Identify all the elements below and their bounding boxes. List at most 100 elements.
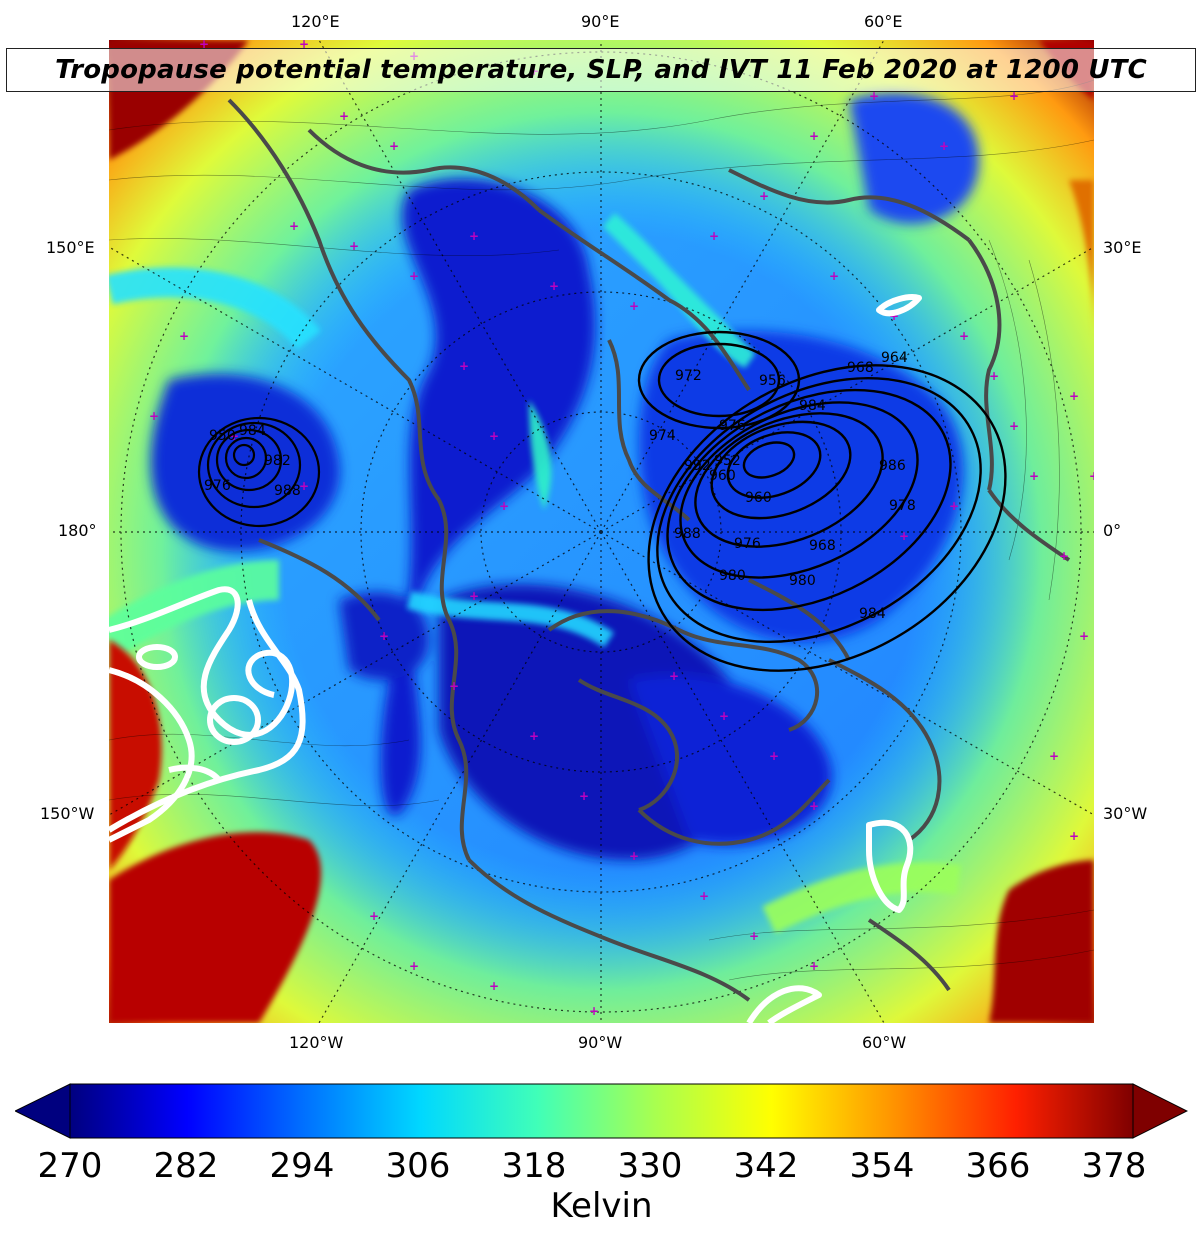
slp-label: 982	[264, 453, 291, 469]
colorbar-tick: 354	[849, 1146, 915, 1186]
slp-label: 980	[789, 573, 816, 589]
svg-text:+: +	[299, 479, 309, 493]
svg-text:+: +	[889, 309, 899, 323]
colorbar-tick: 294	[269, 1146, 335, 1186]
svg-text:+: +	[1089, 469, 1094, 483]
svg-text:+: +	[1079, 629, 1089, 643]
top-lon-label: 60°E	[864, 12, 903, 31]
svg-text:+: +	[1049, 749, 1059, 763]
svg-text:+: +	[869, 89, 879, 103]
svg-text:+: +	[809, 959, 819, 973]
svg-text:+: +	[529, 729, 539, 743]
svg-text:+: +	[709, 229, 719, 243]
slp-label: 984	[239, 423, 266, 439]
slp-contours-pacific-low	[197, 416, 321, 528]
svg-text:+: +	[349, 239, 359, 253]
svg-text:+: +	[579, 789, 589, 803]
slp-label: 952	[714, 453, 741, 469]
top-lon-label: 120°E	[291, 12, 340, 31]
slp-label: 972	[675, 368, 702, 384]
svg-text:+: +	[379, 629, 389, 643]
bottom-lon-label: 120°W	[289, 1033, 344, 1052]
colorbar-tick: 306	[385, 1146, 451, 1186]
svg-text:+: +	[629, 299, 639, 313]
svg-text:+: +	[759, 189, 769, 203]
svg-text:+: +	[769, 749, 779, 763]
right-lat-label: 0°	[1103, 521, 1122, 540]
right-lat-label: 30°E	[1103, 238, 1142, 257]
svg-text:+: +	[1009, 419, 1019, 433]
svg-text:+: +	[149, 409, 159, 423]
map-title: Tropopause potential temperature, SLP, a…	[55, 55, 1147, 85]
slp-label: 986	[879, 458, 906, 474]
svg-text:+: +	[809, 799, 819, 813]
slp-label: 960	[745, 490, 772, 506]
slp-label: 992	[684, 458, 711, 474]
left-lat-label: 150°E	[46, 238, 95, 257]
slp-label: 964	[881, 350, 908, 366]
svg-text:+: +	[629, 849, 639, 863]
svg-text:+: +	[199, 40, 209, 51]
coastlines	[227, 98, 1071, 1002]
ivt-contours	[109, 294, 922, 1023]
svg-text:+: +	[1059, 549, 1069, 563]
svg-text:+: +	[1069, 829, 1079, 843]
svg-text:+: +	[389, 139, 399, 153]
station-markers: + + ++ ++ ++ ++ ++ ++ ++ ++ ++ ++ ++ ++ ++ ++ ++ …	[149, 40, 1094, 1018]
svg-text:+: +	[949, 499, 959, 513]
bottom-lon-label: 90°W	[578, 1033, 623, 1052]
svg-text:+: +	[1029, 469, 1039, 483]
colorbar-tick: 270	[37, 1146, 103, 1186]
map-panel: + + + + + + + + + + + + + + + + + + + + + + + + + + + + + + + + …	[109, 40, 1094, 1023]
svg-text:+: +	[449, 679, 459, 693]
svg-text:+: +	[669, 669, 679, 683]
svg-text:+: +	[409, 269, 419, 283]
slp-label: 974	[649, 428, 676, 444]
svg-text:+: +	[989, 369, 999, 383]
graticule	[109, 40, 1094, 1023]
colorbar	[15, 1083, 1188, 1139]
slp-label: 980	[719, 568, 746, 584]
svg-text:+: +	[719, 709, 729, 723]
slp-label: 968	[847, 360, 874, 376]
slp-label: 984	[859, 606, 886, 622]
right-lat-label: 30°W	[1103, 804, 1148, 823]
colorbar-gradient	[69, 1083, 1134, 1139]
svg-text:+: +	[959, 329, 969, 343]
svg-text:+: +	[469, 589, 479, 603]
colorbar-tick: 366	[965, 1146, 1031, 1186]
colorbar-tick: 378	[1081, 1146, 1147, 1186]
svg-text:+: +	[499, 499, 509, 513]
slp-label: 976	[734, 536, 761, 552]
svg-text:+: +	[339, 109, 349, 123]
svg-text:+: +	[699, 889, 709, 903]
colorbar-label: Kelvin	[550, 1186, 653, 1226]
svg-text:+: +	[409, 959, 419, 973]
svg-text:+: +	[1009, 89, 1019, 103]
colorbar-high-extend	[1132, 1083, 1188, 1139]
colorbar-low-extend	[15, 1083, 71, 1139]
svg-text:+: +	[229, 429, 239, 443]
slp-label: 984	[799, 398, 826, 414]
svg-text:+: +	[179, 329, 189, 343]
slp-label: 988	[274, 483, 301, 499]
svg-text:+: +	[459, 359, 469, 373]
colorbar-tick: 282	[153, 1146, 219, 1186]
cold-air-regions	[150, 92, 979, 860]
colorbar-tick: 342	[733, 1146, 799, 1186]
slp-label: 956	[759, 373, 786, 389]
left-lat-label: 150°W	[40, 804, 95, 823]
bottom-lon-label: 60°W	[862, 1033, 907, 1052]
colorbar-tick: 330	[617, 1146, 683, 1186]
svg-text:+: +	[289, 219, 299, 233]
colorbar-tick: 318	[501, 1146, 567, 1186]
svg-text:+: +	[369, 909, 379, 923]
svg-text:+: +	[549, 279, 559, 293]
polar-stereographic-map: + + ++ ++ ++ ++ ++ ++ ++ ++ ++ ++ ++ ++ ++ ++ ++ …	[109, 40, 1094, 1023]
slp-label: 976	[719, 418, 746, 434]
slp-label: 976	[204, 478, 231, 494]
slp-label: 968	[809, 538, 836, 554]
slp-label: 988	[674, 526, 701, 542]
svg-text:+: +	[489, 429, 499, 443]
slp-labels: 964 968 972 976 980 984 956 960 952 988 …	[204, 350, 916, 622]
